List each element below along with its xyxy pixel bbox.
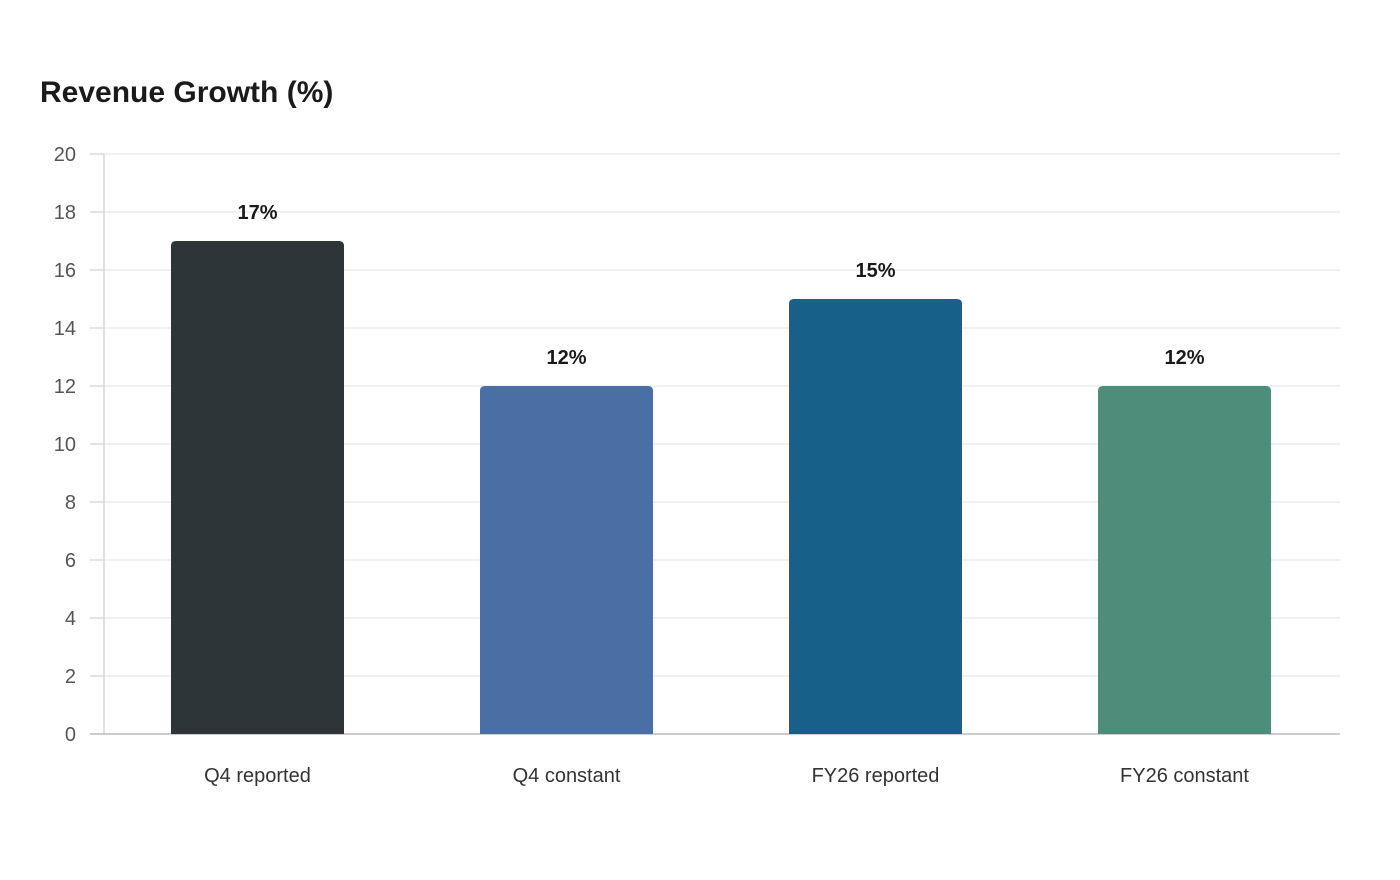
labels: 0 2 4 6 8 10 12 14 16 18 20 17% Q4 reported 12% Q4 con… xyxy=(54,144,1250,787)
y-tick-label: 20 xyxy=(54,144,76,166)
bar xyxy=(480,386,653,734)
y-tick-label: 10 xyxy=(54,434,76,456)
x-tick-label: FY26 constant xyxy=(1120,765,1249,787)
y-tick-label: 8 xyxy=(65,492,76,514)
y-tick-label: 12 xyxy=(54,376,76,398)
y-tick-label: 14 xyxy=(54,318,76,340)
data-label: 12% xyxy=(546,347,586,369)
x-tick-label: FY26 reported xyxy=(812,765,940,787)
bar xyxy=(1098,386,1271,734)
bars xyxy=(171,241,1271,734)
y-tick-label: 6 xyxy=(65,550,76,572)
data-label: 15% xyxy=(855,260,895,282)
x-tick-label: Q4 constant xyxy=(513,765,621,787)
y-tick-label: 18 xyxy=(54,202,76,224)
bar xyxy=(171,241,344,734)
chart-title: Revenue Growth (%) xyxy=(40,76,334,109)
y-tick-label: 4 xyxy=(65,608,76,630)
y-tick-label: 16 xyxy=(54,260,76,282)
bar xyxy=(789,299,962,734)
data-label: 17% xyxy=(237,202,277,224)
y-tick-label: 0 xyxy=(65,724,76,746)
x-tick-label: Q4 reported xyxy=(204,765,311,787)
data-label: 12% xyxy=(1164,347,1204,369)
y-tick-label: 2 xyxy=(65,666,76,688)
